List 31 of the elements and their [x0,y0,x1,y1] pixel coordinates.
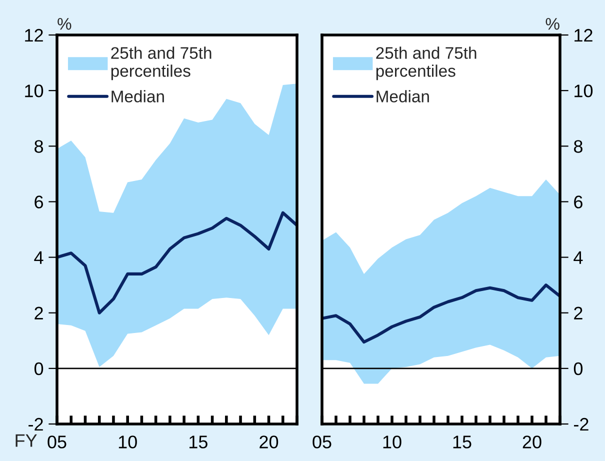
x-tick-label: 10 [118,436,137,448]
y2-tick-label: 0 [574,362,583,376]
y-tick-label: 12 [25,28,43,42]
y2-tick-label: 12 [574,28,592,42]
y-tick-label: 0 [34,362,44,376]
x-axis-title: FY [16,434,37,447]
x-tick-label: 15 [453,436,472,448]
x-tick-label: 20 [522,436,542,448]
y2-tick-label: 2 [574,306,582,320]
annotation: 25th and 75th percentiles [111,46,212,80]
y-tick-label: -2 [28,418,43,431]
x-tick-label: 20 [260,436,278,448]
y2-tick-label: -2 [574,418,588,431]
legend-label: Median [112,90,164,102]
x-tick-label: 05 [312,436,332,448]
y-tick-label: 4 [34,251,44,264]
y-tick-label: 6 [34,196,44,208]
annotation: 25th and 75th percentiles [376,46,476,80]
y-tick-label: 2 [34,306,43,320]
y2-tick-label: 4 [574,251,583,264]
y2-axis-title: % [546,18,560,30]
x-tick-label: 15 [190,436,208,448]
y2-tick-label: 8 [574,140,582,153]
y2-tick-label: 10 [574,84,593,98]
x-tick-label: 05 [48,436,66,448]
y-axis-title: % [58,18,72,30]
legend-label: Median [376,90,429,102]
x-tick-label: 10 [383,436,402,448]
y-tick-label: 8 [34,140,44,153]
y2-tick-label: 6 [574,196,582,208]
y-tick-label: 10 [25,84,44,98]
